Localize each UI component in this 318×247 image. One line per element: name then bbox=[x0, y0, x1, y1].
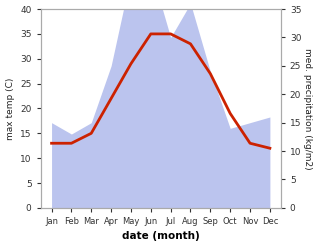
Y-axis label: med. precipitation (kg/m2): med. precipitation (kg/m2) bbox=[303, 48, 313, 169]
Y-axis label: max temp (C): max temp (C) bbox=[5, 77, 15, 140]
X-axis label: date (month): date (month) bbox=[122, 231, 200, 242]
